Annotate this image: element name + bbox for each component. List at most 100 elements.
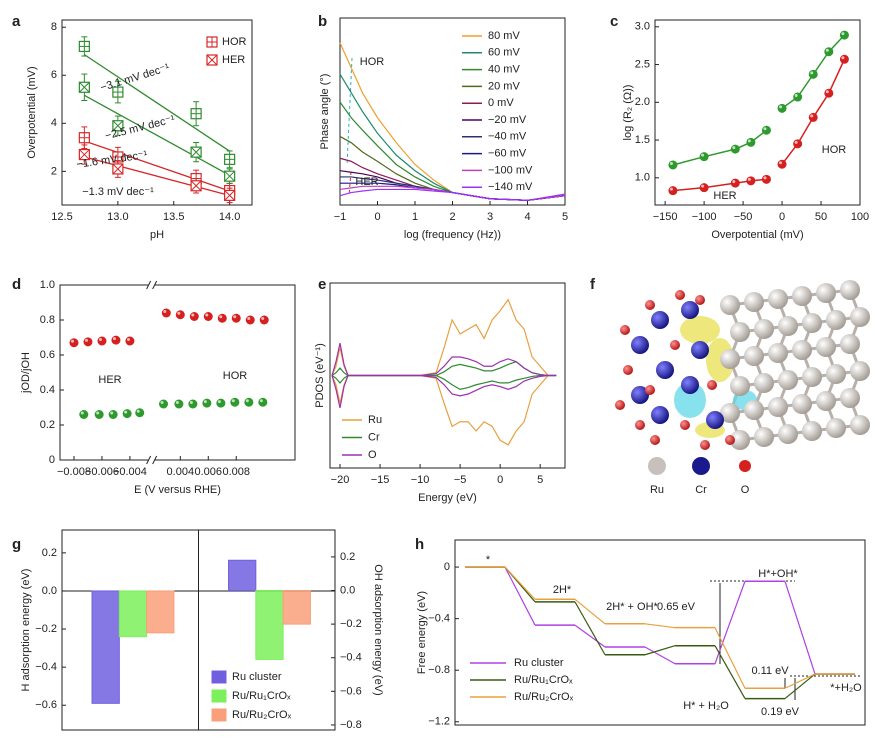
annotation: H*+OH*: [758, 568, 798, 580]
trend-arrow: [348, 171, 352, 197]
x-tick-label: −0.006: [85, 466, 119, 478]
y-tick-label: 0.8: [40, 314, 55, 326]
marker: [746, 137, 756, 147]
legend-label: 0 mV: [488, 97, 514, 109]
x-tick-label: −50: [734, 211, 753, 223]
sphere: [808, 69, 818, 79]
x-tick-label: 4: [524, 211, 530, 223]
x-axis-label: Overpotential (mV): [711, 229, 803, 241]
atom: [816, 337, 836, 357]
y-axis-label: Free energy (eV): [416, 591, 428, 674]
y-tick-label: 2: [51, 165, 57, 177]
sphere: [699, 183, 709, 193]
marker: [161, 308, 171, 318]
atom: [730, 322, 750, 342]
marker: [83, 337, 93, 347]
sphere: [730, 178, 740, 188]
atom: [816, 283, 836, 303]
legend-label: −140 mV: [488, 181, 533, 193]
atom: [840, 388, 860, 408]
sphere: [217, 313, 227, 323]
atom: [778, 370, 798, 390]
sphere: [699, 152, 709, 162]
marker: [189, 312, 199, 321]
connector: [644, 645, 676, 656]
x-tick-label: −15: [371, 474, 390, 486]
atom: [631, 386, 649, 404]
x-tick-label: −5: [454, 474, 467, 486]
axis-break: [152, 455, 158, 465]
bar: [282, 590, 311, 625]
legend-label: −40 mV: [488, 131, 527, 143]
sphere-highlight: [747, 177, 751, 181]
series-line: [331, 374, 557, 391]
plot-frame: [329, 282, 566, 469]
panel-letter: a: [12, 13, 21, 30]
panel-letter: d: [12, 276, 21, 293]
connector: [574, 598, 606, 625]
panel-letter: f: [590, 276, 596, 293]
sphere: [79, 410, 89, 419]
sphere: [839, 54, 849, 64]
annotation: −1.3 mV dec⁻¹: [82, 186, 154, 198]
marker: [78, 40, 90, 53]
annotation: HOR: [360, 56, 385, 68]
marker: [777, 159, 787, 169]
sphere: [668, 186, 678, 196]
sphere: [159, 399, 169, 409]
series-line: [331, 374, 557, 446]
legend-label: Ru/Ru₂CrOₓ: [514, 691, 574, 703]
sphere: [258, 397, 268, 407]
connector: [644, 646, 676, 665]
atom: [651, 406, 669, 424]
sphere-highlight: [175, 401, 179, 404]
marker-stroke: [112, 120, 124, 132]
sphere-highlight: [825, 48, 829, 52]
plot-frame: [654, 19, 861, 206]
atom: [645, 300, 655, 310]
marker: [135, 408, 145, 418]
atom: [826, 364, 846, 384]
atom: [792, 340, 812, 360]
atom: [754, 319, 774, 339]
sphere-highlight: [70, 339, 74, 343]
sphere: [122, 409, 132, 419]
sphere: [83, 337, 93, 347]
atom: [700, 440, 710, 450]
marker: [203, 312, 213, 321]
plot-frame: [454, 539, 866, 726]
x-tick-label: 0: [374, 211, 380, 223]
sphere: [730, 144, 740, 154]
density-lobe: [706, 338, 734, 382]
legend-label: Ru cluster: [232, 671, 282, 683]
y-tick-label: −0.4: [428, 613, 450, 625]
annotation: HER: [713, 190, 736, 202]
legend-label: Cr: [695, 484, 707, 496]
annotation: 0.11 eV: [751, 665, 789, 677]
legend-label: −100 mV: [488, 164, 533, 176]
annotation: HOR: [223, 370, 248, 382]
bar: [228, 559, 257, 592]
sphere-highlight: [747, 139, 751, 143]
annotation: 0.65 eV: [657, 601, 696, 613]
marker: [231, 313, 241, 323]
marker: [69, 338, 79, 348]
sphere-highlight: [80, 411, 84, 415]
x-tick-label: 14.0: [219, 211, 240, 223]
sphere: [174, 399, 184, 409]
y-tick-label: 8: [51, 21, 57, 33]
marker-stroke: [190, 180, 202, 192]
x-tick-label: 13.5: [163, 211, 184, 223]
atom: [744, 400, 764, 420]
atom: [635, 420, 645, 430]
legend-label: HER: [222, 54, 245, 66]
annotation: 2H*: [553, 584, 572, 596]
marker: [224, 189, 236, 201]
sphere-highlight: [779, 105, 783, 109]
sphere-highlight: [825, 90, 829, 94]
marker: [224, 153, 236, 165]
marker: [78, 148, 90, 161]
sphere-highlight: [98, 338, 102, 341]
marker-stroke: [112, 163, 124, 175]
sphere: [216, 398, 226, 408]
